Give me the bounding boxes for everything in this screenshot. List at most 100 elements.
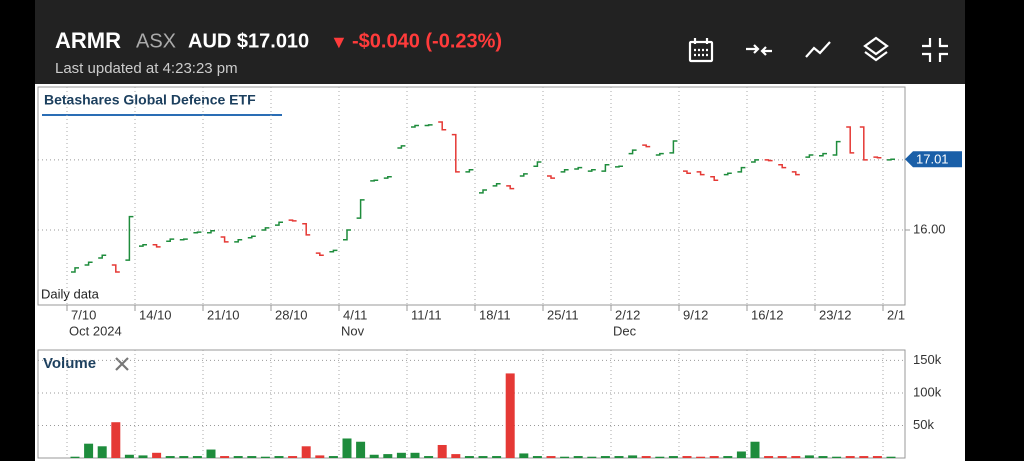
volume-bar: [818, 456, 828, 458]
volume-bar: [152, 452, 162, 458]
price-bar: [411, 124, 419, 128]
price-bar: [234, 239, 243, 243]
volume-bar: [478, 456, 488, 458]
y-tick-label: 50k: [913, 417, 934, 432]
volume-bar: [791, 456, 801, 458]
volume-bar: [179, 456, 189, 458]
x-month-label: Oct 2024: [69, 323, 122, 338]
volume-bar: [288, 456, 298, 458]
price-bar: [778, 164, 787, 169]
y-tick-label: 16.00: [913, 221, 946, 236]
x-tick-label: 16/12: [751, 307, 784, 322]
price-bar: [601, 164, 610, 172]
volume-bar: [872, 456, 882, 458]
volume-bar: [274, 456, 284, 458]
price-bar: [179, 238, 188, 241]
last-updated: Last updated at 4:23:23 pm: [55, 60, 238, 77]
volume-bar: [736, 451, 746, 458]
volume-bar: [655, 456, 665, 458]
price-bar: [696, 171, 705, 176]
price-bar: [723, 172, 732, 176]
volume-bar: [165, 456, 175, 458]
price-bar: [84, 261, 93, 266]
price-bar: [397, 145, 406, 149]
volume-bar: [560, 456, 570, 458]
volume-bar: [859, 456, 869, 458]
symbol: ARMR: [55, 28, 121, 53]
price-bar: [683, 170, 691, 174]
last-price-label: 17.01: [916, 152, 949, 167]
change-arrow: ▼: [330, 32, 348, 52]
volume-bar: [777, 456, 787, 458]
price-bar: [642, 144, 651, 148]
price-bar: [329, 249, 338, 253]
volume-bar: [532, 456, 542, 458]
volume-bar: [464, 456, 474, 458]
chart-panel: [35, 84, 965, 461]
line-chart-icon[interactable]: [805, 41, 831, 58]
volume-bar: [247, 456, 257, 458]
x-tick-label: 2/12: [615, 307, 640, 322]
price-bar: [451, 133, 460, 173]
volume-bar: [342, 438, 352, 458]
volume-bar: [206, 449, 216, 458]
volume-bar: [410, 452, 420, 458]
volume-bar: [97, 446, 107, 458]
price-bar: [791, 171, 800, 176]
volume-bar: [424, 456, 434, 458]
volume-bar: [696, 456, 706, 458]
volume-bar: [682, 456, 692, 458]
price-bar: [506, 185, 515, 190]
interval-note: Daily data: [41, 286, 100, 301]
volume-bar: [750, 441, 760, 458]
fullscreen-exit-icon[interactable]: [922, 38, 948, 62]
volume-bar: [614, 456, 624, 458]
price-plot-frame: [37, 86, 906, 306]
x-tick-label: 25/11: [547, 307, 579, 322]
volume-bar: [70, 456, 80, 458]
volume-bar: [138, 455, 148, 458]
price-bar: [751, 159, 759, 163]
volume-bar: [260, 456, 270, 458]
price-bar: [819, 152, 827, 157]
price-bar: [207, 229, 215, 234]
price-bar: [261, 227, 270, 231]
price-bar: [302, 222, 311, 236]
calendar-icon[interactable]: [688, 38, 714, 63]
volume-bar: [315, 455, 325, 458]
y-tick-label: 100k: [913, 384, 942, 399]
volume-bar: [220, 456, 230, 458]
volume-bar: [832, 456, 842, 458]
last-price-marker: [905, 151, 962, 168]
volume-bar: [492, 456, 502, 458]
volume-bar: [723, 456, 733, 458]
volume-bar: [519, 453, 529, 458]
compare-icon[interactable]: [746, 44, 772, 56]
layers-icon[interactable]: [863, 36, 889, 62]
volume-bar: [233, 456, 243, 458]
price-bar: [846, 126, 855, 154]
x-tick-label: 4/11: [343, 307, 367, 322]
price-bar: [275, 221, 283, 226]
chart-title: Betashares Global Defence ETF: [44, 92, 256, 108]
price-bar: [438, 121, 447, 131]
volume-bar: [451, 454, 461, 458]
price-bar: [193, 231, 202, 234]
volume-bar: [573, 456, 583, 458]
x-month-label: Nov: [341, 323, 365, 338]
price-bar: [547, 175, 555, 179]
header-bar: [35, 0, 965, 84]
price-bar: [152, 243, 161, 248]
volume-bar: [505, 373, 515, 458]
volume-bar: [587, 456, 597, 458]
x-tick-label: 18/11: [479, 307, 511, 322]
volume-bar: [192, 456, 202, 458]
volume-bar: [383, 454, 393, 458]
volume-bar: [301, 446, 311, 458]
price-bar: [710, 175, 719, 181]
x-tick-label: 23/12: [819, 307, 852, 322]
x-tick-label: 11/11: [411, 307, 442, 322]
price-bar: [492, 182, 501, 187]
price-bar: [383, 175, 392, 179]
